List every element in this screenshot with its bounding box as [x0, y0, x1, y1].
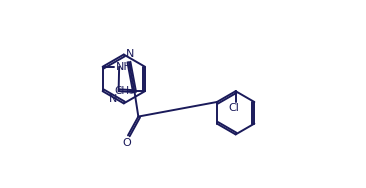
Text: CH₃: CH₃ — [115, 86, 134, 96]
Text: N: N — [126, 49, 134, 59]
Text: Cl: Cl — [228, 103, 239, 113]
Text: NH: NH — [116, 62, 133, 72]
Text: N: N — [109, 94, 117, 104]
Text: O: O — [123, 138, 131, 148]
